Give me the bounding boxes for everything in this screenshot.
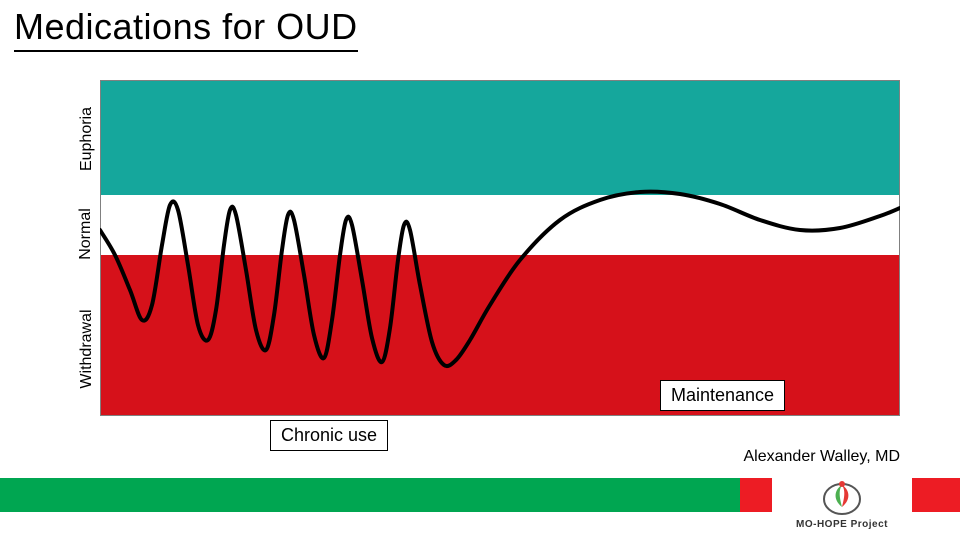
- footer-green-bar: [0, 478, 740, 512]
- y-label-normal: Normal: [77, 204, 95, 264]
- y-label-euphoria: Euphoria: [78, 104, 96, 174]
- page-title: Medications for OUD: [14, 6, 358, 52]
- logo-text: MO-HOPE Project: [796, 519, 888, 530]
- phase-label-chronic-use: Chronic use: [270, 420, 388, 451]
- mo-hope-logo: MO-HOPE Project: [772, 470, 912, 536]
- logo-icon: [820, 477, 864, 517]
- footer: MO-HOPE Project: [0, 470, 960, 540]
- attribution-text: Alexander Walley, MD: [744, 448, 901, 466]
- oud-chart: Euphoria Normal Withdrawal Chronic use M…: [70, 80, 900, 440]
- phase-label-maintenance: Maintenance: [660, 380, 785, 411]
- y-label-withdrawal: Withdrawal: [78, 304, 96, 394]
- y-axis-labels: Euphoria Normal Withdrawal: [70, 80, 100, 440]
